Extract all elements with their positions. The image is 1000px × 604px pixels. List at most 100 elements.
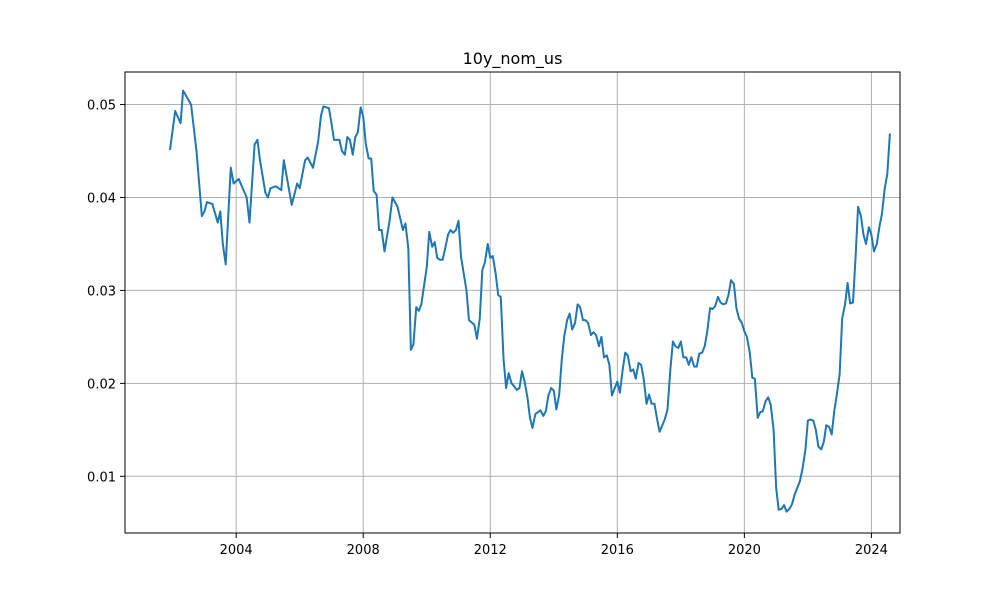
- data-point: [756, 416, 759, 419]
- data-point: [407, 247, 410, 250]
- data-point: [264, 192, 267, 194]
- data-point: [634, 377, 637, 380]
- data-point: [703, 345, 706, 347]
- y-tick-label: 0.01: [87, 470, 116, 485]
- data-point: [621, 368, 624, 371]
- data-point: [455, 229, 457, 231]
- chart-title: 10y_nom_us: [463, 49, 563, 69]
- data-point: [346, 136, 349, 138]
- data-point: [211, 203, 214, 205]
- data-point: [169, 148, 171, 150]
- data-point: [611, 394, 613, 397]
- data-point: [648, 393, 650, 396]
- data-point: [253, 143, 256, 146]
- data-point: [793, 494, 796, 496]
- data-point: [433, 241, 436, 243]
- data-point: [603, 356, 605, 359]
- data-point: [232, 182, 235, 185]
- data-point: [222, 243, 224, 245]
- data-point: [574, 322, 576, 324]
- data-point: [719, 301, 722, 304]
- data-point: [206, 201, 208, 203]
- data-point: [828, 426, 830, 428]
- data-point: [489, 257, 492, 259]
- data-point: [547, 394, 550, 397]
- data-point: [306, 156, 309, 159]
- data-point: [558, 393, 560, 396]
- data-point: [216, 221, 219, 224]
- data-point: [367, 157, 370, 160]
- data-point: [229, 166, 232, 169]
- data-point: [606, 354, 608, 357]
- data-point: [317, 140, 319, 143]
- data-point: [669, 368, 672, 371]
- data-point: [507, 372, 510, 374]
- data-point: [174, 110, 176, 112]
- data-point: [759, 411, 762, 413]
- data-point: [785, 510, 788, 513]
- data-point: [733, 283, 735, 285]
- data-point: [682, 356, 685, 359]
- data-point: [664, 417, 666, 420]
- data-point: [560, 359, 563, 361]
- data-point: [259, 159, 261, 162]
- data-point: [415, 306, 418, 308]
- data-point: [746, 336, 748, 338]
- data-point: [518, 387, 521, 389]
- series-line: [169, 89, 891, 513]
- data-point: [526, 396, 529, 399]
- data-point: [640, 363, 642, 366]
- data-point: [825, 424, 828, 426]
- data-point: [333, 139, 335, 141]
- data-point: [804, 449, 807, 452]
- plot-area-frame: [124, 71, 901, 534]
- data-point: [563, 335, 566, 337]
- data-point: [677, 347, 680, 349]
- data-point: [566, 319, 568, 321]
- data-point: [420, 303, 423, 306]
- data-point: [531, 427, 534, 429]
- y-tick-label: 0.05: [87, 99, 116, 114]
- data-point: [486, 243, 489, 245]
- data-point: [860, 215, 862, 217]
- data-point: [513, 385, 515, 387]
- data-point: [542, 415, 545, 417]
- data-point: [788, 508, 791, 510]
- data-point: [190, 103, 192, 106]
- data-point: [545, 410, 547, 413]
- data-point: [484, 261, 486, 264]
- data-point: [722, 303, 724, 306]
- data-point: [478, 317, 481, 320]
- series-layer: [169, 89, 891, 513]
- data-point: [351, 153, 354, 156]
- data-point: [738, 317, 740, 320]
- data-point: [873, 250, 875, 253]
- data-point: [812, 419, 815, 422]
- data-point: [476, 337, 478, 340]
- data-point: [714, 305, 716, 308]
- data-point: [629, 370, 632, 373]
- data-point: [320, 114, 322, 117]
- data-point: [463, 273, 465, 276]
- data-point: [515, 389, 518, 391]
- data-point: [680, 340, 682, 343]
- data-point: [841, 317, 843, 320]
- data-point: [375, 193, 378, 196]
- data-point: [494, 272, 497, 275]
- data-point: [695, 365, 698, 368]
- data-point: [836, 391, 838, 394]
- data-point: [457, 219, 460, 222]
- data-point: [886, 173, 889, 176]
- data-point: [354, 136, 357, 138]
- data-point: [666, 408, 669, 411]
- data-point: [248, 221, 251, 224]
- data-point: [529, 416, 531, 419]
- data-point: [743, 330, 746, 333]
- data-point: [809, 418, 812, 421]
- series-points: [169, 89, 891, 513]
- data-point: [568, 312, 571, 315]
- data-point: [590, 334, 592, 336]
- data-point: [304, 159, 306, 162]
- data-point: [383, 250, 386, 253]
- data-point: [203, 210, 206, 213]
